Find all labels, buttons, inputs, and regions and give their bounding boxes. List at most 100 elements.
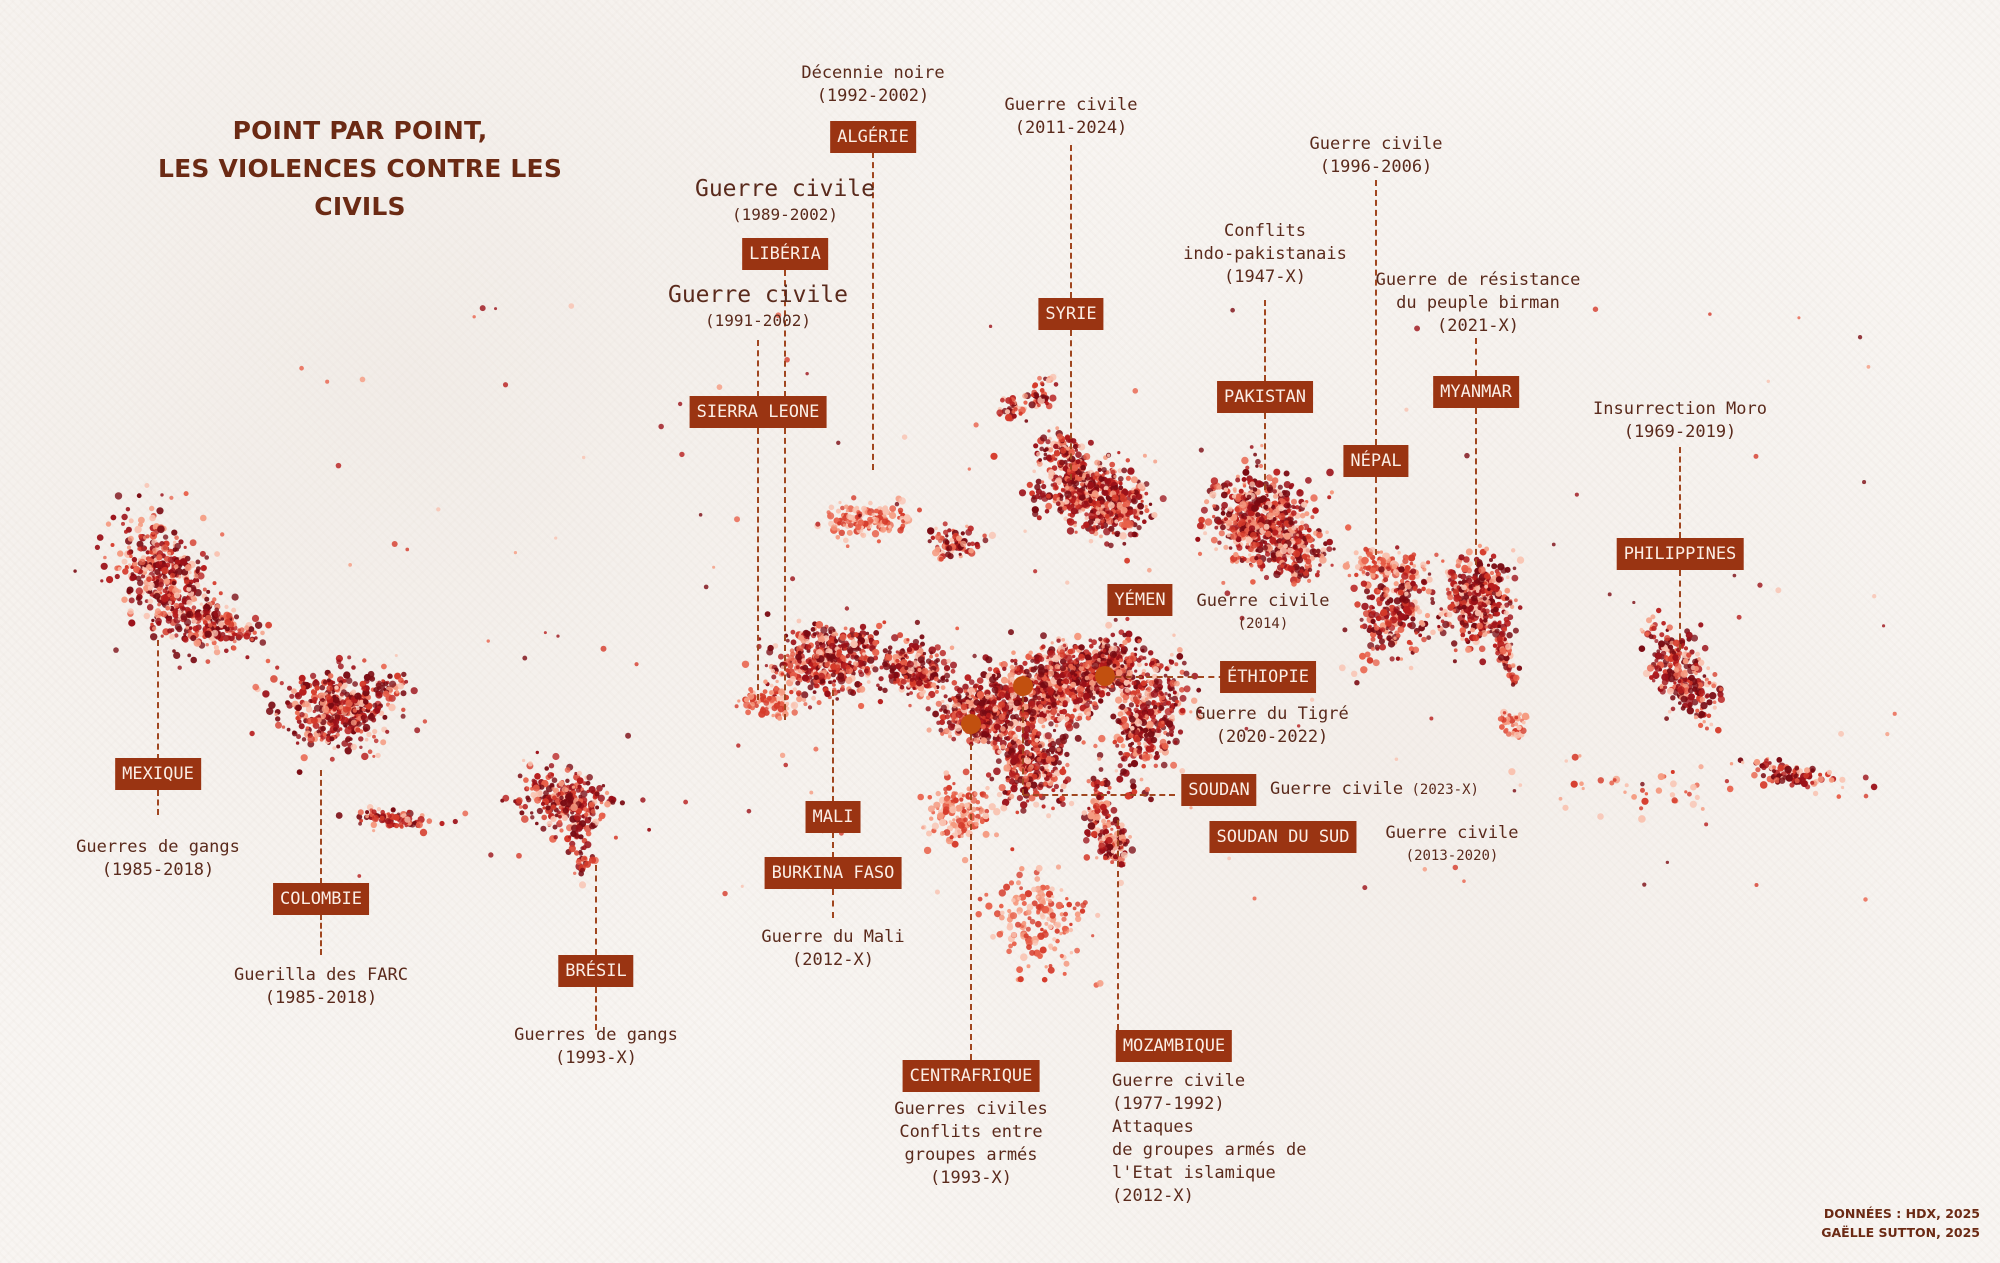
leader-line-nepal (1375, 180, 1377, 445)
note-line: (1989-2002) (732, 205, 838, 224)
country-label-soudan_du_sud[interactable]: SOUDAN DU SUD (1209, 821, 1357, 853)
conflict-note-algerie: Décennie noire (1992-2002) (801, 62, 944, 108)
leader-line-sierra-leone-upper (757, 340, 759, 397)
country-label-ethiopie[interactable]: ÉTHIOPIE (1220, 661, 1316, 693)
country-label-algerie[interactable]: ALGÉRIE (830, 121, 916, 153)
dot-cluster-southern-africa (975, 847, 1104, 988)
dot-cluster-bresil-south (565, 803, 600, 889)
note-line: Guerre civile (1385, 823, 1519, 843)
dot-cluster-mexique-south (152, 591, 272, 664)
dot-cluster-indonesia (1729, 757, 1878, 799)
dot-cluster-colombie (249, 654, 428, 775)
leader-line-philippines-lower (1679, 570, 1681, 650)
dot-cluster-india-north (1256, 517, 1336, 587)
leader-line-centrafrique (970, 724, 972, 1060)
country-label-soudan[interactable]: SOUDAN (1181, 774, 1257, 806)
country-label-yemen[interactable]: YÉMEN (1107, 584, 1173, 616)
dot-cluster-colombie-east (339, 671, 418, 714)
leader-line-liberia (784, 270, 786, 397)
leader-line-soudan-vertical (1022, 686, 1024, 795)
leader-line-mali-burkina (832, 832, 834, 858)
note-line: l'Etat islamique (1112, 1163, 1276, 1183)
dot-cluster-turkey (990, 426, 1094, 476)
country-label-syrie[interactable]: SYRIE (1038, 298, 1104, 330)
note-line: (2014) (1237, 616, 1289, 632)
leader-line-pakistan (1264, 300, 1266, 381)
country-label-nepal[interactable]: NÉPAL (1343, 445, 1409, 477)
conflict-note-liberia: Guerre civile (1989-2002) (695, 176, 875, 228)
note-line: Guerre civile (1196, 591, 1330, 611)
leader-line-syrie-lower (1070, 330, 1072, 480)
credits: DONNÉES : HDX, 2025 GAËLLE SUTTON, 2025 (1821, 1204, 1980, 1242)
dot-cluster-caucasus (1022, 373, 1059, 411)
note-line: Guerre civile (1270, 779, 1404, 799)
conflict-note-sierra_leone: Guerre civile (1991-2002) (668, 282, 848, 334)
conflict-note-burkina_faso: Guerre du Mali (2012-X) (761, 926, 904, 972)
note-line: Guerre civile (694, 176, 876, 202)
leader-line-myanmar-lower (1475, 408, 1477, 565)
country-label-myanmar[interactable]: MYANMAR (1433, 376, 1519, 408)
country-label-burkina_faso[interactable]: BURKINA FASO (764, 857, 902, 889)
country-label-colombie[interactable]: COLOMBIE (273, 883, 369, 915)
note-line: (2012-X) (1112, 1186, 1194, 1206)
note-line: (1991-2002) (705, 311, 811, 330)
leader-line-mexique (157, 640, 159, 760)
leader-line-nepal-lower (1375, 477, 1377, 555)
conflict-note-soudan_du_sud: Guerre civile (2013-2020) (1385, 822, 1518, 868)
note-line: Guerre du Tigré (1195, 704, 1349, 724)
conflict-note-soudan: Guerre civile (2023-X) (1270, 778, 1479, 802)
leader-line-liberia-lower (784, 428, 786, 720)
note-line: (1985-2018) (101, 860, 215, 880)
country-label-pakistan[interactable]: PAKISTAN (1217, 381, 1313, 413)
country-label-mozambique[interactable]: MOZAMBIQUE (1115, 1030, 1233, 1062)
dot-cluster-maghreb (814, 495, 955, 548)
dot-cluster-india (1338, 545, 1452, 686)
note-line: (1977-1992) (1112, 1094, 1225, 1114)
note-line: Guerre civile (667, 282, 849, 308)
leader-line-mali (832, 690, 834, 802)
title-line-2: LES VIOLENCES CONTRE LES CIVILS (157, 154, 563, 221)
note-line: Décennie noire (801, 63, 945, 83)
country-label-sierra_leone[interactable]: SIERRA LEONE (689, 396, 827, 428)
conflict-note-colombie: Guerilla des FARC (1985-2018) (234, 964, 408, 1010)
leader-line-ethiopie (1105, 676, 1235, 678)
note-line: (1993-X) (555, 1048, 637, 1068)
data-source: DONNÉES : HDX, 2025 (1823, 1206, 1980, 1221)
dot-cluster-scatter-east (1508, 753, 1800, 823)
note-line: Guerre civile (1309, 134, 1443, 154)
note-line: Guerres de gangs (76, 837, 240, 857)
dot-cluster-ukraine (996, 395, 1029, 423)
dot-cluster-myanmar-south (1489, 606, 1523, 687)
dot-cluster-bresil (500, 750, 651, 843)
dot-cluster-angola (917, 768, 1008, 864)
leader-line-mexique-lower (157, 790, 159, 815)
title-line-1: POINT PAR POINT, (232, 116, 488, 145)
note-line: Guerre civile (1112, 1071, 1246, 1091)
country-label-mali[interactable]: MALI (805, 801, 861, 833)
note-years: (2023-X) (1403, 782, 1479, 798)
note-line: Guerre civile (1004, 95, 1138, 115)
leader-line-pakistan-lower (1264, 413, 1266, 490)
note-line: (1947-X) (1224, 267, 1306, 287)
leader-line-syrie (1070, 145, 1072, 298)
dot-cluster-pakistan (1195, 444, 1352, 585)
note-line: Guerilla des FARC (234, 965, 408, 985)
note-line: Attaques (1112, 1117, 1194, 1137)
note-line: Guerres de gangs (514, 1025, 678, 1045)
country-label-mexique[interactable]: MEXIQUE (115, 758, 201, 790)
country-label-bresil[interactable]: BRÉSIL (558, 955, 634, 987)
conflict-note-mozambique: Guerre civile (1977-1992) Attaques de group… (1112, 1070, 1306, 1208)
dot-cluster-sahel (867, 626, 989, 708)
country-label-philippines[interactable]: PHILIPPINES (1616, 538, 1744, 570)
dot-cluster-caribbean (335, 804, 458, 837)
soudan-marker (1013, 676, 1033, 696)
conflict-note-mexique: Guerres de gangs (1985-2018) (76, 836, 240, 882)
country-label-centrafrique[interactable]: CENTRAFRIQUE (902, 1060, 1040, 1092)
note-line: (1996-2006) (1319, 157, 1433, 177)
conflict-note-ethiopie: Guerre du Tigré (2020-2022) (1195, 703, 1349, 749)
country-label-liberia[interactable]: LIBÉRIA (742, 238, 828, 270)
note-line: (1969-2019) (1623, 422, 1737, 442)
conflict-note-philippines: Insurrection Moro (1969-2019) (1593, 398, 1767, 444)
leader-line-myanmar (1475, 338, 1477, 376)
